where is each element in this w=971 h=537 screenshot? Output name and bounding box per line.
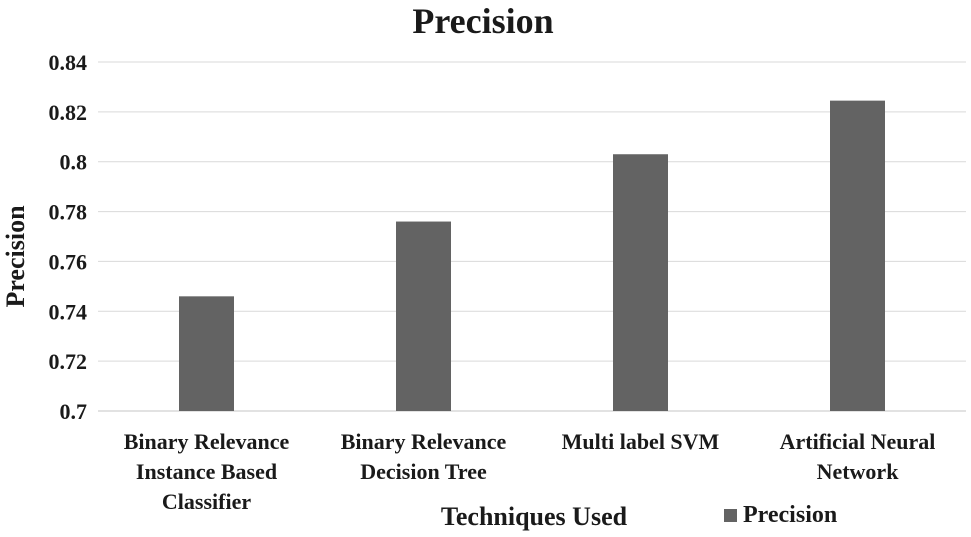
x-category-label: Binary Relevance Instance Based Classifier [124, 429, 290, 514]
gridlines [98, 61, 966, 412]
y-tick-label: 0.82 [49, 100, 88, 125]
x-category-line: Decision Tree [360, 459, 487, 484]
x-category-line: Artificial Neural [780, 429, 936, 454]
y-tick-label: 0.8 [60, 150, 88, 175]
y-axis-ticks: 0.7 0.72 0.74 0.76 0.78 0.8 0.82 0.84 [49, 50, 88, 424]
y-axis-label: Precision [1, 205, 30, 308]
x-category-line: Classifier [162, 489, 251, 514]
legend-label: Precision [743, 502, 837, 528]
y-tick-label: 0.84 [49, 50, 88, 75]
bar [830, 100, 885, 411]
legend: Precision [724, 502, 837, 528]
bar [179, 296, 234, 411]
bar [613, 154, 668, 411]
bar [396, 221, 451, 411]
chart-title: Precision [412, 1, 553, 41]
x-category-line: Multi label SVM [562, 429, 720, 454]
x-axis-label: Techniques Used [441, 502, 628, 531]
y-tick-label: 0.76 [49, 249, 88, 274]
x-category-line: Instance Based [136, 459, 277, 484]
y-tick-label: 0.7 [60, 399, 88, 424]
bars [179, 100, 885, 411]
x-category-line: Network [817, 459, 900, 484]
legend-swatch [724, 509, 737, 522]
x-category-line: Binary Relevance [124, 429, 290, 454]
y-tick-label: 0.72 [49, 349, 88, 374]
x-category-label: Binary Relevance Decision Tree [341, 429, 507, 484]
x-axis-categories: Binary Relevance Instance Based Classifier… [124, 429, 936, 514]
x-category-label: Artificial Neural Network [780, 429, 936, 484]
x-category-line: Binary Relevance [341, 429, 507, 454]
y-tick-label: 0.78 [49, 200, 88, 225]
x-category-label: Multi label SVM [562, 429, 720, 454]
y-tick-label: 0.74 [49, 299, 88, 324]
